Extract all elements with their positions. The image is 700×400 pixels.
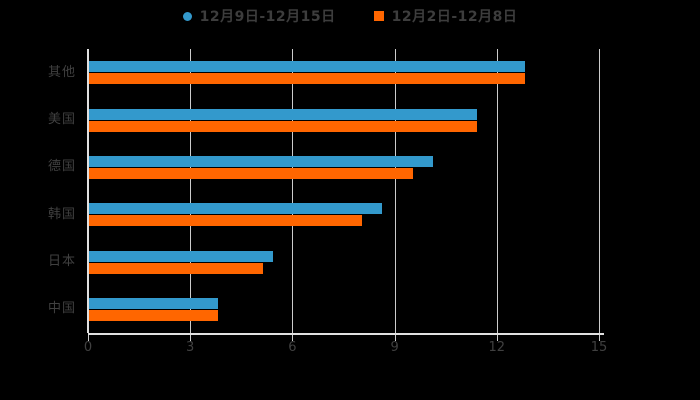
bar-orange-4 xyxy=(89,215,362,227)
gridline-x-3 xyxy=(190,49,192,333)
x-tick xyxy=(190,335,192,341)
x-tick xyxy=(394,335,396,341)
gridline-x-0 xyxy=(87,49,89,333)
x-tick-label: 15 xyxy=(590,340,608,355)
bar-orange-1 xyxy=(89,73,526,85)
gridline-x-6 xyxy=(292,49,294,333)
legend-label: 12月2日-12月8日 xyxy=(391,9,518,25)
x-axis-line xyxy=(88,333,604,335)
bar-blue-6 xyxy=(89,297,219,309)
bar-blue-5 xyxy=(89,250,273,262)
bar-orange-6 xyxy=(89,309,219,321)
category-label-4: 韩国 xyxy=(47,206,76,222)
legend-square-marker-icon xyxy=(373,11,384,21)
x-tick xyxy=(599,335,600,341)
x-tick-label: 3 xyxy=(186,340,195,355)
plot-area xyxy=(87,49,600,333)
category-label-3: 德国 xyxy=(47,159,76,175)
legend-item-week1[interactable]: 12月2日-12月8日 xyxy=(373,6,518,26)
x-tick-label: 0 xyxy=(83,340,93,355)
bar-orange-3 xyxy=(89,167,413,179)
bar-blue-4 xyxy=(89,203,382,215)
category-label-6: 中国 xyxy=(47,301,76,317)
category-label-2: 美国 xyxy=(47,112,76,127)
gridline-x-12 xyxy=(496,49,498,333)
x-tick-label: 6 xyxy=(288,340,297,355)
gridline-x-9 xyxy=(394,49,396,333)
bar-blue-3 xyxy=(89,155,434,167)
legend-item-week2[interactable]: 12月9日-12月15日 xyxy=(182,6,336,26)
x-tick-label: 12 xyxy=(488,340,506,355)
x-tick xyxy=(496,335,498,341)
category-label-5: 日本 xyxy=(47,254,76,269)
x-tick-label: 9 xyxy=(390,340,399,355)
chart-legend: 12月9日-12月15日 12月2日-12月8日 xyxy=(0,6,700,26)
bar-orange-2 xyxy=(89,120,478,132)
x-tick xyxy=(292,335,294,341)
gridline-x-15 xyxy=(599,49,600,333)
legend-label: 12月9日-12月15日 xyxy=(199,9,336,25)
bar-orange-5 xyxy=(89,262,263,274)
bar-blue-1 xyxy=(89,61,526,73)
legend-circle-marker-icon xyxy=(182,11,192,21)
x-tick xyxy=(88,335,89,341)
bar-blue-2 xyxy=(89,108,478,120)
category-label-1: 其他 xyxy=(47,64,76,80)
